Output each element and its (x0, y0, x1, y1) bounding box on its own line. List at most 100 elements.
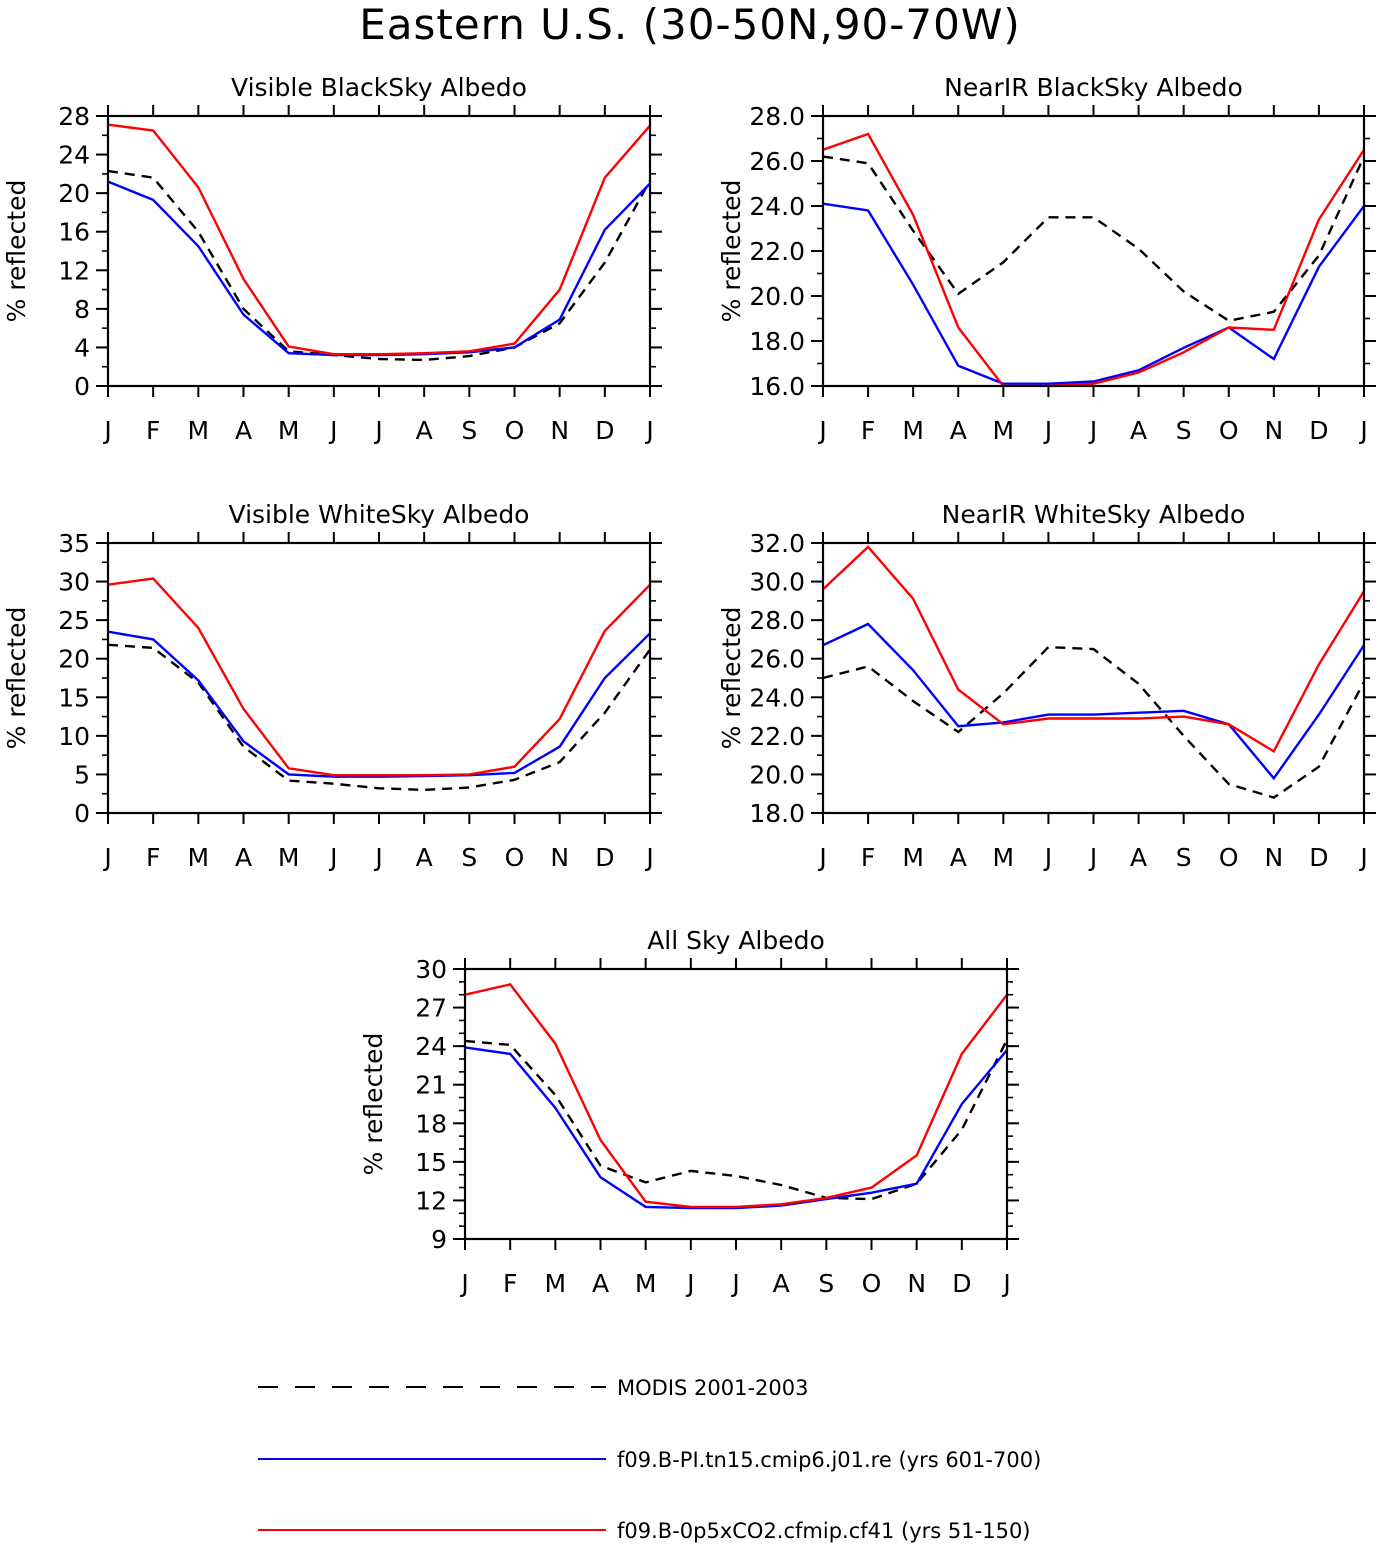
x-tick-label: D (595, 416, 614, 445)
y-tick-label: 26.0 (749, 645, 805, 674)
x-tick-label: O (1219, 416, 1239, 445)
x-tick-label: D (952, 1269, 971, 1298)
x-tick-label: J (1358, 843, 1367, 872)
y-tick-label: 12 (415, 1186, 447, 1215)
series-line-pi-control (823, 202, 1364, 385)
plot-frame (106, 114, 652, 388)
legend-label: MODIS 2001-2003 (617, 1376, 808, 1400)
y-tick-label: 12 (58, 256, 90, 285)
x-tick-label: M (993, 416, 1015, 445)
x-tick-label: M (635, 1269, 657, 1298)
series-group (465, 983, 1007, 1210)
y-tick-label: 20 (58, 179, 90, 208)
series-line-modis (823, 645, 1364, 799)
x-tick-label: J (459, 1269, 468, 1298)
x-tick-label: A (416, 416, 433, 445)
series-group (823, 545, 1364, 799)
y-tick-label: 5 (74, 760, 90, 789)
x-tick-label: J (817, 843, 826, 872)
x-tick-label: F (146, 843, 160, 872)
y-axis-label: % reflected (359, 1033, 388, 1176)
x-tick-label: M (188, 843, 210, 872)
y-axis-label: % reflected (717, 607, 746, 750)
x-tick-label: J (1088, 416, 1097, 445)
y-tick-label: 21 (415, 1071, 447, 1100)
y-tick-label: 24.0 (749, 192, 805, 221)
x-tick-label: J (1001, 1269, 1010, 1298)
x-tick-label: F (861, 843, 875, 872)
y-tick-label: 15 (415, 1148, 447, 1177)
x-tick-label: F (861, 416, 875, 445)
series-group (108, 123, 650, 362)
series-line-half-co2 (465, 983, 1007, 1209)
x-tick-label: S (461, 416, 477, 445)
x-tick-label: J (328, 843, 337, 872)
y-tick-label: 16.0 (749, 372, 805, 401)
x-tick-label: A (1130, 416, 1147, 445)
x-tick-label: O (862, 1269, 882, 1298)
series-group (108, 577, 650, 792)
y-tick-label: 20.0 (749, 282, 805, 311)
x-tick-label: J (102, 416, 111, 445)
x-tick-label: A (592, 1269, 609, 1298)
legend-label: f09.B-PI.tn15.cmip6.j01.re (yrs 601-700) (617, 1448, 1041, 1472)
plot-frame (463, 967, 1009, 1241)
series-line-half-co2 (823, 545, 1364, 753)
y-tick-label: 0 (74, 799, 90, 828)
y-tick-label: 9 (431, 1225, 447, 1254)
series-group (823, 132, 1364, 386)
y-tick-label: 22.0 (749, 722, 805, 751)
y-tick-label: 24 (415, 1032, 447, 1061)
y-tick-label: 4 (74, 333, 90, 362)
y-tick-label: 28.0 (749, 102, 805, 131)
x-tick-label: J (328, 416, 337, 445)
series-line-modis (108, 643, 650, 792)
x-tick-label: N (550, 843, 569, 872)
legend-label: f09.B-0p5xCO2.cfmip.cf41 (yrs 51-150) (617, 1519, 1031, 1543)
y-tick-label: 24.0 (749, 683, 805, 712)
y-tick-label: 18.0 (749, 327, 805, 356)
y-tick-label: 8 (74, 295, 90, 324)
x-tick-label: D (1309, 416, 1328, 445)
x-tick-label: A (235, 843, 252, 872)
x-tick-label: J (1358, 416, 1367, 445)
x-tick-label: D (1309, 843, 1328, 872)
x-tick-label: M (188, 416, 210, 445)
x-tick-label: F (503, 1269, 517, 1298)
chart-title: NearIR BlackSky Albedo (944, 73, 1243, 102)
series-line-half-co2 (108, 577, 650, 777)
x-tick-label: A (773, 1269, 790, 1298)
legend: MODIS 2001-2003 f09.B-PI.tn15.cmip6.j01.r… (258, 1376, 1041, 1543)
x-tick-label: J (102, 843, 111, 872)
series-line-modis (465, 1039, 1007, 1201)
x-tick-label: O (505, 416, 525, 445)
x-tick-label: O (505, 843, 525, 872)
y-axis-label: % reflected (717, 180, 746, 323)
y-tick-label: 30.0 (749, 568, 805, 597)
x-tick-label: N (550, 416, 569, 445)
series-line-half-co2 (108, 123, 650, 356)
x-tick-label: O (1219, 843, 1239, 872)
series-line-modis (108, 169, 650, 362)
x-tick-label: J (644, 416, 653, 445)
y-tick-label: 15 (58, 683, 90, 712)
x-tick-label: D (595, 843, 614, 872)
y-tick-label: 27 (415, 994, 447, 1023)
y-tick-label: 30 (415, 955, 447, 984)
x-tick-label: A (416, 843, 433, 872)
x-tick-label: S (818, 1269, 834, 1298)
x-tick-label: J (1043, 416, 1052, 445)
x-tick-label: F (146, 416, 160, 445)
x-tick-label: N (1264, 843, 1283, 872)
y-tick-label: 22.0 (749, 237, 805, 266)
y-tick-label: 26.0 (749, 147, 805, 176)
x-tick-label: S (1176, 843, 1192, 872)
x-tick-label: A (950, 843, 967, 872)
series-line-pi-control (465, 1046, 1007, 1210)
y-tick-label: 20 (58, 645, 90, 674)
x-tick-label: M (545, 1269, 567, 1298)
